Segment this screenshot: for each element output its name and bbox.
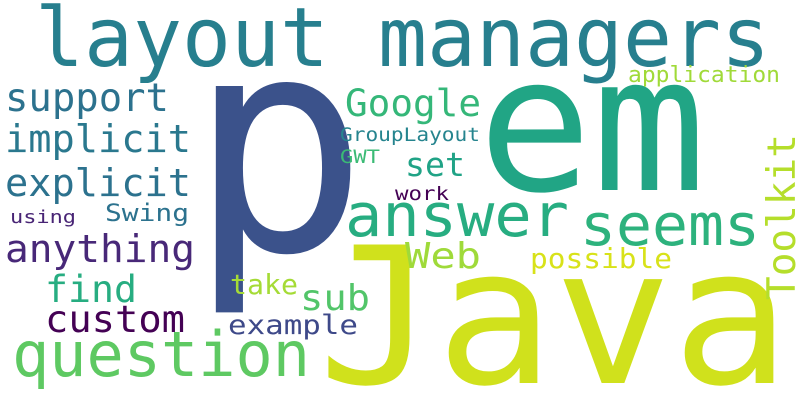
word: using [10, 207, 76, 228]
word: sub [300, 278, 370, 319]
word: Web [405, 236, 481, 277]
word: find [45, 268, 137, 311]
word: work [395, 183, 450, 205]
word: implicit [5, 117, 191, 161]
word: Swing [105, 199, 189, 227]
word: Google [345, 82, 481, 125]
word: explicit [5, 161, 191, 205]
word: GroupLayout [340, 124, 480, 146]
word: support [5, 76, 169, 121]
word: seems [580, 191, 760, 259]
word: possible [530, 242, 672, 275]
word: Java [318, 207, 790, 400]
word: custom [45, 298, 185, 341]
word: p [188, 0, 369, 321]
word: anything [5, 227, 195, 271]
word: GWT [340, 146, 380, 168]
word: em [478, 16, 706, 235]
word: Toolkit [760, 134, 800, 300]
word: answer [345, 181, 569, 251]
word: application [628, 63, 780, 88]
word: example [228, 310, 358, 341]
word: take [230, 268, 298, 301]
word: question [12, 318, 310, 391]
word: layout managers [35, 0, 770, 86]
word: set [405, 145, 465, 184]
